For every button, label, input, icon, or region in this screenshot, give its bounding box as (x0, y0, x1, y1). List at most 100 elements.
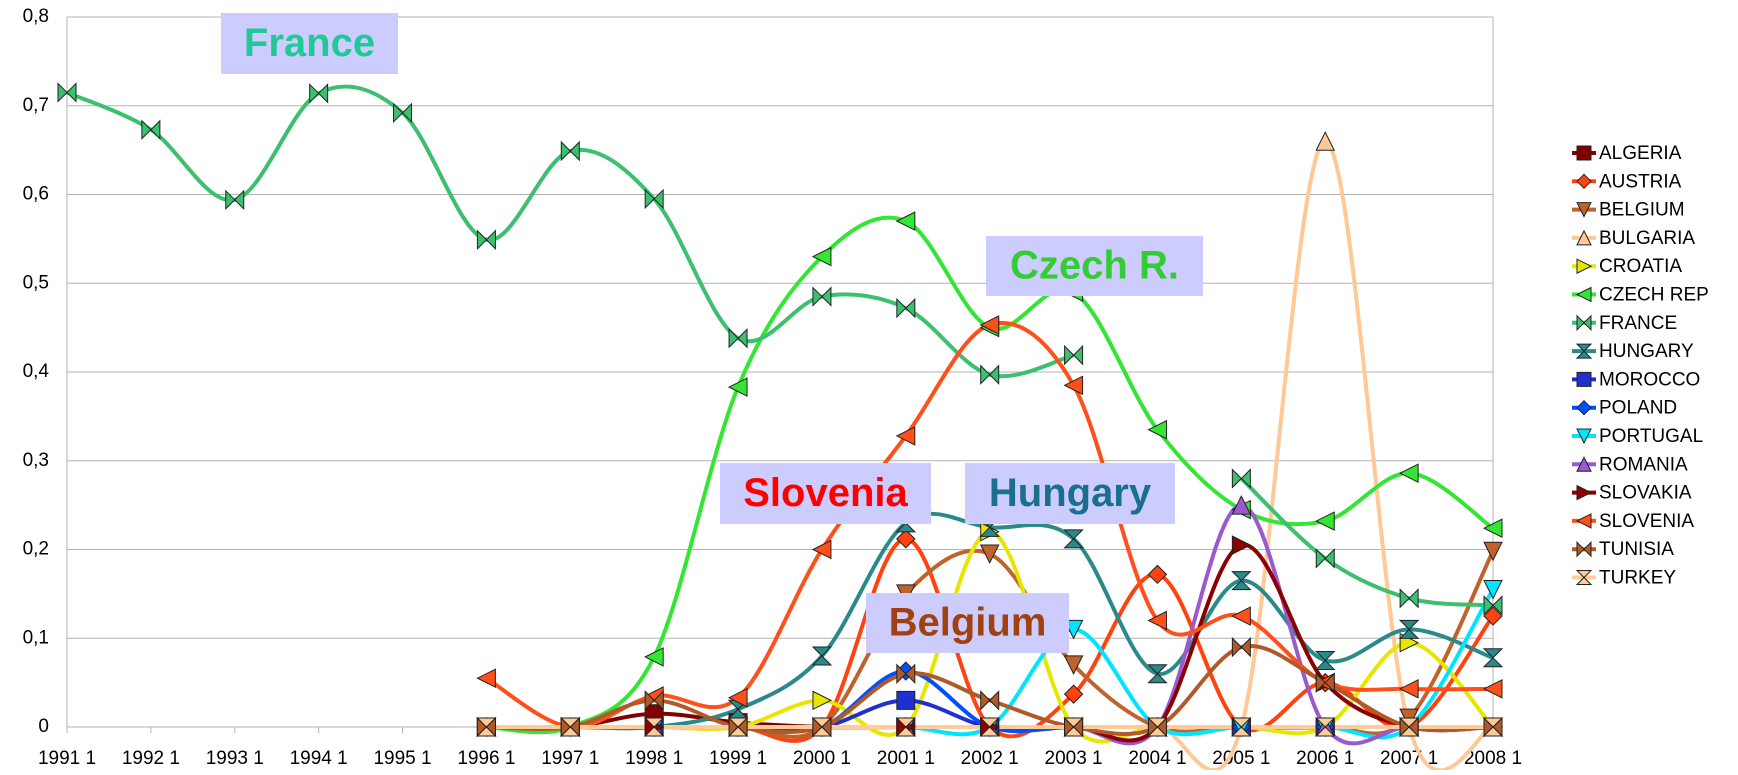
data-point (895, 426, 916, 446)
data-point (1315, 131, 1336, 151)
x-tick-label: 2002 1 (961, 748, 1019, 769)
data-point (1063, 684, 1084, 704)
x-tick-label: 1995 1 (373, 748, 431, 769)
data-point (1398, 619, 1420, 639)
y-tick-label: 0,3 (23, 450, 49, 471)
data-point (643, 717, 665, 737)
data-point (895, 717, 917, 737)
data-point (476, 717, 497, 737)
data-point (1315, 672, 1335, 693)
data-point (1483, 595, 1503, 616)
x-tick-label: 2008 1 (1464, 748, 1522, 769)
data-point (1482, 679, 1503, 699)
data-point (1399, 588, 1419, 609)
data-point (727, 377, 748, 397)
data-point (1231, 535, 1252, 555)
data-point (1398, 717, 1420, 737)
data-point (1147, 419, 1167, 440)
y-tick-label: 0,8 (23, 6, 49, 27)
data-point (1483, 579, 1503, 600)
legend-marker (1576, 202, 1592, 218)
data-point (560, 717, 581, 737)
data-point (979, 544, 1000, 565)
x-tick-label: 2004 1 (1128, 748, 1186, 769)
legend-marker (1576, 399, 1592, 416)
data-point (1483, 541, 1503, 562)
data-point (812, 286, 832, 307)
legend-label: PORTUGAL (1599, 426, 1703, 447)
y-tick-label: 0 (38, 716, 49, 737)
x-tick-label: 2000 1 (793, 748, 851, 769)
data-point (1482, 648, 1504, 668)
series-line (486, 215, 1495, 735)
annotation-text: Czech R. (1010, 244, 1179, 288)
data-point (1483, 606, 1503, 626)
y-tick-label: 0,2 (23, 539, 49, 560)
data-point (1147, 610, 1167, 631)
legend-label: POLAND (1599, 398, 1677, 419)
data-point (393, 102, 413, 124)
data-point (1064, 344, 1084, 366)
annotation-box (221, 13, 398, 74)
x-tick-label: 1991 1 (38, 748, 96, 769)
x-tick-label: 1996 1 (457, 748, 515, 769)
legend-marker (1575, 286, 1592, 303)
legend-label: MOROCCO (1599, 369, 1700, 390)
legend-marker (1576, 258, 1593, 275)
series-line (486, 139, 1494, 773)
legend-marker (1576, 456, 1592, 472)
legend-label: ROMANIA (1599, 454, 1688, 475)
legend-label: HUNGARY (1599, 341, 1694, 362)
legend-label: TUNISIA (1599, 539, 1674, 560)
data-point (896, 663, 916, 684)
y-tick-label: 0,1 (23, 627, 49, 648)
data-point (811, 717, 833, 737)
data-point (896, 529, 916, 549)
y-tick-label: 0,6 (23, 184, 49, 205)
x-tick-label: 2003 1 (1045, 748, 1103, 769)
data-point (811, 646, 833, 666)
data-point (896, 690, 916, 710)
y-tick-label: 0,4 (23, 361, 50, 382)
x-tick-label: 1999 1 (709, 748, 767, 769)
data-point (728, 328, 748, 349)
annotation-box (866, 593, 1069, 653)
data-point (1231, 606, 1251, 626)
legend-marker (1576, 484, 1593, 501)
data-point (1147, 717, 1168, 737)
data-point (476, 229, 496, 250)
legend-marker (1576, 428, 1592, 445)
legend-label: AUSTRIA (1599, 171, 1682, 192)
data-point (141, 119, 161, 140)
legend-marker (1576, 229, 1592, 246)
data-point (476, 668, 496, 688)
legend-label: TURKEY (1599, 568, 1676, 589)
data-point (1315, 548, 1335, 569)
data-point (727, 717, 749, 737)
x-tick-label: 2007 1 (1380, 748, 1438, 769)
annotation-text: France (244, 21, 375, 65)
y-tick-label: 0,5 (23, 272, 49, 293)
data-point (896, 297, 916, 319)
legend-marker (1575, 343, 1593, 359)
annotation-box (986, 236, 1203, 296)
data-point (1398, 679, 1419, 699)
data-point (560, 140, 580, 162)
data-point (1231, 636, 1251, 658)
data-point (644, 690, 664, 711)
data-point (644, 188, 664, 210)
legend-label: FRANCE (1599, 313, 1677, 334)
data-point (1315, 650, 1336, 670)
legend-label: CROATIA (1599, 256, 1682, 277)
legend-marker (1575, 513, 1592, 529)
legend-label: ALGERIA (1599, 143, 1682, 164)
data-point (1063, 717, 1084, 737)
data-point (1063, 655, 1084, 675)
annotation-box (965, 463, 1175, 524)
x-tick-label: 2001 1 (877, 748, 935, 769)
data-point (1231, 495, 1252, 515)
data-point (1315, 511, 1335, 531)
x-tick-label: 1998 1 (625, 748, 683, 769)
data-point (1063, 529, 1084, 549)
